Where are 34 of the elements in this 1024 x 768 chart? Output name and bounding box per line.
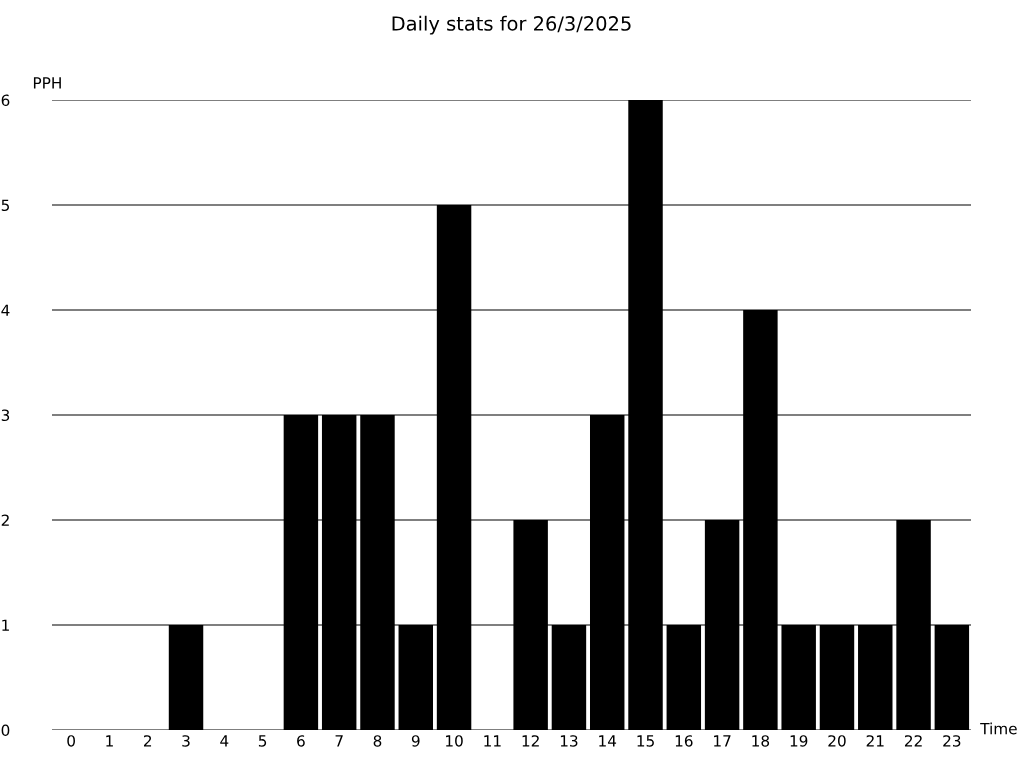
y-tick-label: 5: [1, 199, 9, 212]
x-axis-title: Time: [980, 722, 1017, 735]
x-tick-label: 20: [828, 735, 846, 747]
x-tick-label: 13: [560, 735, 578, 747]
y-tick-label: 2: [1, 514, 9, 526]
x-tick-label: 0: [67, 735, 75, 747]
x-tick-label: 18: [752, 735, 770, 747]
x-tick-label: 16: [675, 735, 693, 747]
y-tick-label: 6: [1, 94, 10, 107]
x-tick-label: 1: [106, 735, 113, 747]
x-tick-label: 2: [143, 735, 152, 747]
x-tick-label: 3: [182, 735, 190, 747]
x-tick-label: 10: [446, 735, 463, 747]
x-tick-label: 19: [790, 735, 808, 747]
y-tick-label: 1: [2, 619, 9, 631]
x-tick-label: 22: [904, 735, 922, 747]
y-axis-title: PPH: [33, 77, 61, 89]
x-tick-label: 15: [637, 735, 654, 747]
x-tick-label: 17: [714, 735, 731, 747]
x-tick-label: 14: [599, 735, 617, 747]
x-tick-label: 12: [522, 735, 539, 747]
x-tick-label: 21: [866, 735, 884, 747]
x-tick-label: 11: [484, 735, 501, 747]
y-tick-label: 0: [1, 724, 10, 737]
x-tick-label: 23: [943, 735, 961, 747]
y-tick-label: 3: [1, 409, 10, 422]
x-tick-label: 8: [373, 735, 382, 747]
chart-title: Daily stats for 26/3/2025: [392, 15, 631, 35]
x-tick-label: 7: [335, 735, 343, 747]
x-tick-label: 6: [297, 735, 305, 747]
x-tick-label: 5: [258, 735, 267, 747]
y-tick-label: 4: [1, 304, 10, 316]
x-tick-label: 9: [411, 735, 420, 747]
x-tick-label: 4: [220, 735, 229, 747]
